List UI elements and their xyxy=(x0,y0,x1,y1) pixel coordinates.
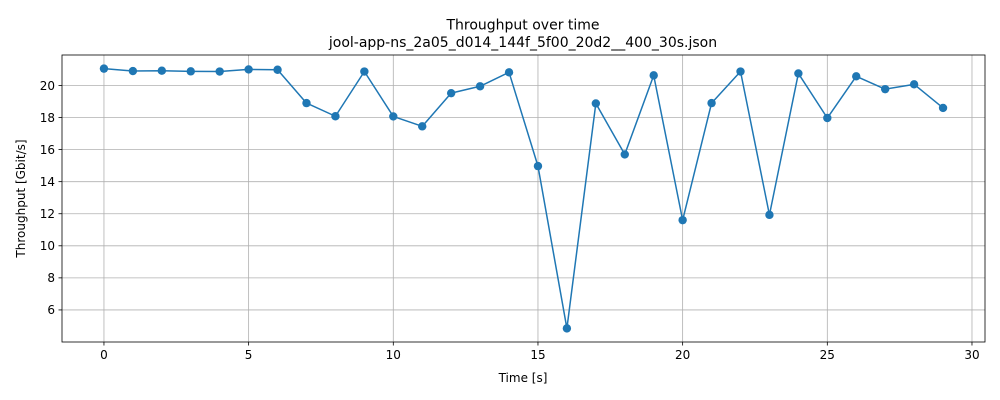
plot-frame xyxy=(61,54,986,343)
y-tick-label: 6 xyxy=(47,303,55,317)
y-tick-label: 10 xyxy=(40,239,55,253)
data-point xyxy=(794,69,803,78)
data-point xyxy=(475,82,485,91)
data-point xyxy=(591,99,601,108)
chart-title: Throughput over time xyxy=(445,18,599,34)
data-point xyxy=(389,112,398,121)
data-point xyxy=(678,215,687,225)
data-point xyxy=(823,113,832,123)
data-point xyxy=(418,122,427,131)
x-tick-label: 5 xyxy=(245,348,253,362)
x-tick-label: 20 xyxy=(675,348,690,362)
data-point xyxy=(880,84,890,94)
data-point xyxy=(186,67,195,76)
axis-ticks: 0 5 10 15 20 25 30 6 8 10 12 14 16 18 20 xyxy=(40,79,980,362)
data-point xyxy=(157,66,167,75)
y-tick-label: 12 xyxy=(40,207,55,221)
x-axis-label: Time [s] xyxy=(498,371,548,385)
grid xyxy=(62,55,985,342)
data-point xyxy=(620,150,629,159)
data-point xyxy=(909,80,919,89)
data-point xyxy=(215,67,224,76)
data-point xyxy=(707,98,716,108)
data-point xyxy=(99,64,109,73)
y-tick-label: 8 xyxy=(47,271,55,285)
data-point xyxy=(128,66,138,76)
data-point xyxy=(852,72,861,81)
x-tick-label: 0 xyxy=(100,348,108,362)
y-tick-label: 18 xyxy=(40,111,55,125)
y-tick-label: 20 xyxy=(40,79,55,93)
data-point xyxy=(765,210,774,220)
y-axis-label: Throughput [Gbit/s] xyxy=(14,139,28,258)
data-point xyxy=(504,68,514,77)
chart-subtitle: jool-app-ns_2a05_d014_144f_5f00_20d2__40… xyxy=(328,35,717,51)
data-point xyxy=(938,103,948,113)
data-point xyxy=(649,71,658,80)
data-point xyxy=(533,161,543,171)
data-series xyxy=(99,64,948,333)
data-point xyxy=(302,98,311,108)
x-tick-label: 10 xyxy=(386,348,401,362)
data-point xyxy=(360,67,369,76)
x-tick-label: 25 xyxy=(820,348,835,362)
series-line xyxy=(103,67,944,330)
data-point xyxy=(273,65,282,74)
data-point xyxy=(331,112,340,121)
y-tick-label: 16 xyxy=(40,143,55,157)
data-point xyxy=(562,324,572,333)
x-tick-label: 15 xyxy=(530,348,545,362)
data-point xyxy=(446,88,456,98)
data-point xyxy=(244,65,253,74)
data-point xyxy=(736,67,745,76)
x-tick-label: 30 xyxy=(964,348,979,362)
y-tick-label: 14 xyxy=(40,175,55,189)
